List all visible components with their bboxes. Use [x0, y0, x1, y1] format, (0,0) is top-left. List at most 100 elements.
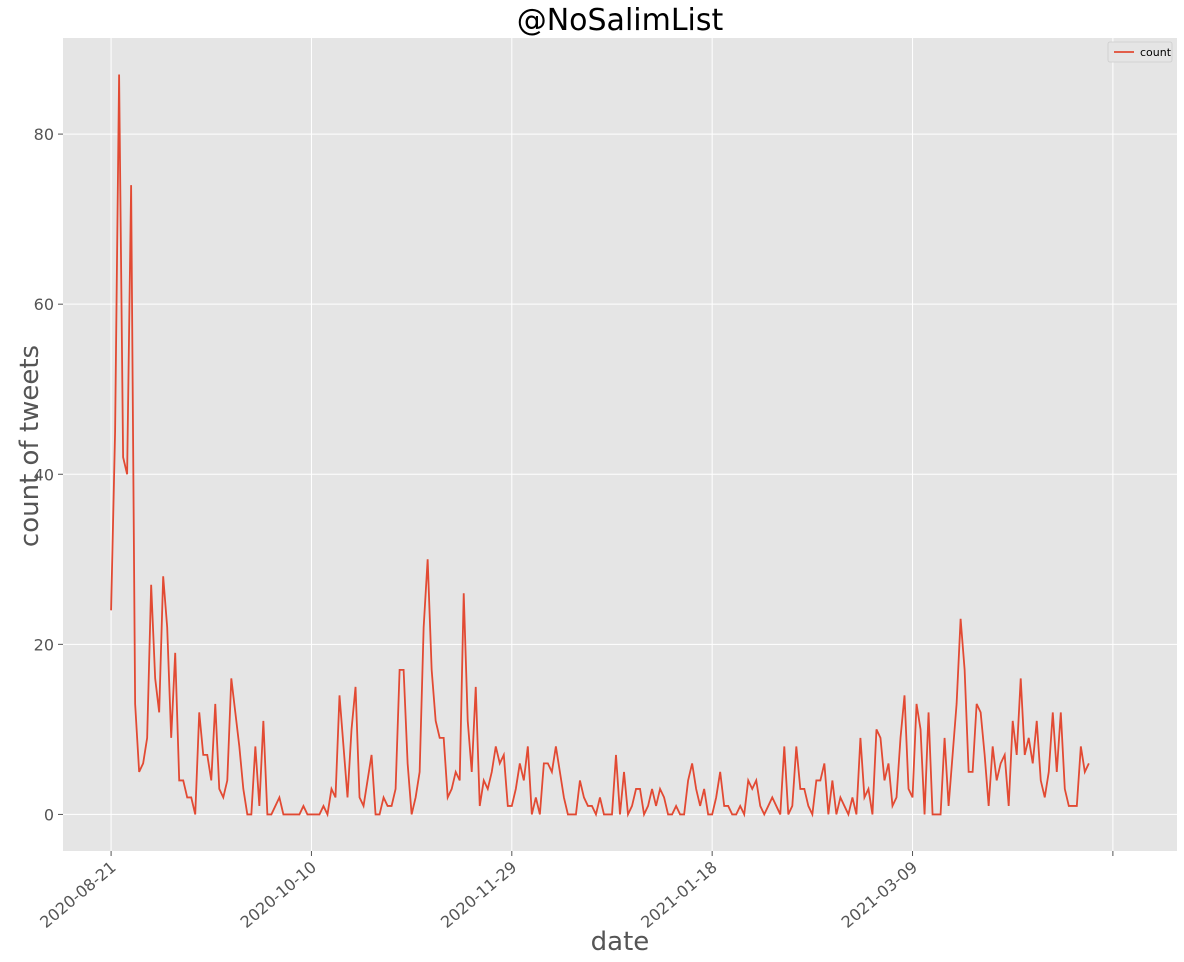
data-point [326, 813, 328, 815]
data-point [198, 711, 200, 713]
data-point [266, 813, 268, 815]
data-point [1032, 762, 1034, 764]
x-tick-label: 2020-11-29 [437, 858, 520, 932]
data-point [747, 779, 749, 781]
data-point [587, 805, 589, 807]
data-point [847, 813, 849, 815]
data-point [202, 754, 204, 756]
data-point [182, 779, 184, 781]
data-point [867, 788, 869, 790]
data-point [495, 745, 497, 747]
data-point [471, 771, 473, 773]
x-tick-label: 2020-08-21 [36, 858, 119, 932]
data-point [463, 592, 465, 594]
data-point [771, 796, 773, 798]
data-point [162, 575, 164, 577]
data-point [415, 796, 417, 798]
legend: count [1107, 41, 1173, 63]
data-point [1040, 779, 1042, 781]
data-point [952, 754, 954, 756]
data-point [759, 805, 761, 807]
y-tick-label: 60 [34, 295, 54, 314]
data-point [823, 762, 825, 764]
data-point [1084, 771, 1086, 773]
data-point [314, 813, 316, 815]
plot-background [63, 38, 1177, 851]
data-point [659, 788, 661, 790]
data-point [627, 813, 629, 815]
data-point [511, 805, 513, 807]
data-point [218, 788, 220, 790]
data-point [711, 813, 713, 815]
data-point [375, 813, 377, 815]
data-point [819, 779, 821, 781]
data-point [863, 796, 865, 798]
data-point [451, 788, 453, 790]
data-point [1048, 771, 1050, 773]
data-point [920, 728, 922, 730]
data-point [1072, 805, 1074, 807]
data-point [567, 813, 569, 815]
data-point [980, 711, 982, 713]
data-point [371, 754, 373, 756]
data-point [158, 711, 160, 713]
data-point [178, 779, 180, 781]
data-point [948, 805, 950, 807]
data-point [154, 677, 156, 679]
x-tick-label: 2021-03-09 [838, 858, 921, 932]
data-point [988, 805, 990, 807]
data-point [611, 813, 613, 815]
data-point [318, 813, 320, 815]
data-point [359, 796, 361, 798]
data-point [1028, 737, 1030, 739]
data-point [791, 805, 793, 807]
x-tick-label: 2021-01-18 [637, 858, 720, 932]
data-point [302, 805, 304, 807]
data-point [351, 728, 353, 730]
data-point [691, 762, 693, 764]
data-point [727, 805, 729, 807]
data-point [815, 779, 817, 781]
data-point [932, 813, 934, 815]
data-point [222, 796, 224, 798]
data-point [1088, 762, 1090, 764]
data-point [551, 771, 553, 773]
data-point [835, 813, 837, 815]
data-point [960, 618, 962, 620]
data-point [875, 728, 877, 730]
data-point [379, 813, 381, 815]
y-tick-label: 80 [34, 125, 54, 144]
data-point [707, 813, 709, 815]
data-point [912, 796, 914, 798]
data-point [831, 779, 833, 781]
data-point [751, 788, 753, 790]
data-point [663, 796, 665, 798]
data-point [1076, 805, 1078, 807]
data-point [699, 805, 701, 807]
data-point [891, 805, 893, 807]
data-point [431, 669, 433, 671]
data-point [956, 703, 958, 705]
data-point [499, 762, 501, 764]
data-point [226, 779, 228, 781]
data-point [871, 813, 873, 815]
data-point [234, 711, 236, 713]
data-point [743, 813, 745, 815]
y-tick-label: 0 [44, 805, 54, 824]
data-point [206, 754, 208, 756]
data-point [479, 805, 481, 807]
data-point [984, 754, 986, 756]
data-point [487, 788, 489, 790]
data-point [1060, 711, 1062, 713]
data-point [667, 813, 669, 815]
data-point [904, 694, 906, 696]
data-point [310, 813, 312, 815]
data-point [651, 788, 653, 790]
data-point [859, 737, 861, 739]
data-point [783, 745, 785, 747]
data-point [270, 813, 272, 815]
data-point [383, 796, 385, 798]
data-point [347, 796, 349, 798]
data-point [887, 762, 889, 764]
data-point [607, 813, 609, 815]
